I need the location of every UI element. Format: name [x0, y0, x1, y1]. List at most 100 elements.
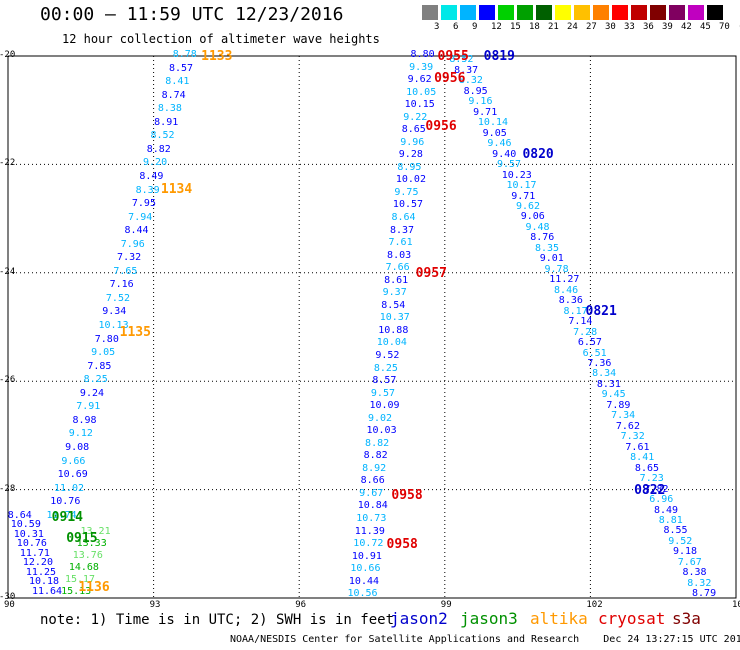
- wave-height-value: 7.28: [573, 326, 598, 338]
- wave-height-value: 10.69: [57, 469, 88, 481]
- scale-swatch: [612, 5, 628, 20]
- wave-height-value: 8.92: [362, 462, 387, 474]
- track-time-label: 0956: [425, 119, 457, 135]
- lat-tick-label: -20: [0, 50, 16, 60]
- wave-height-value: 8.80: [410, 49, 435, 60]
- track-time-label: 0819: [483, 49, 515, 64]
- track-time-label: 0914: [51, 509, 83, 525]
- wave-height-value: 9.40: [492, 148, 517, 160]
- lon-tick-label: 105: [732, 600, 740, 610]
- scale-label: 18: [529, 22, 540, 32]
- satellite-legend-item: altika: [530, 609, 588, 628]
- wave-height-value: 9.57: [370, 387, 395, 399]
- wave-height-value: 8.91: [154, 116, 179, 128]
- wave-height-value: 8.38: [682, 567, 707, 579]
- wave-height-value: 8.82: [365, 437, 390, 449]
- wave-height-value: 8.31: [596, 378, 621, 390]
- wave-height-value: 7.52: [105, 292, 130, 304]
- wave-height-value: 7.66: [385, 262, 410, 274]
- credit-line: NOAA/NESDIS Center for Satellite Applica…: [230, 634, 740, 645]
- wave-height-value: 9.52: [668, 535, 693, 547]
- wave-height-value: 8.52: [150, 130, 175, 142]
- wave-height-value: 8.57: [169, 62, 194, 74]
- wave-height-value: 8.35: [535, 242, 560, 254]
- wave-height-value: 9.22: [403, 111, 428, 123]
- wave-height-value: 8.74: [161, 89, 186, 101]
- wave-height-value: 10.44: [348, 575, 380, 587]
- scale-label: 42: [681, 22, 692, 32]
- lon-tick-label: 90: [4, 600, 15, 610]
- wave-height-value: 9.45: [601, 389, 626, 401]
- wave-height-value: 10.91: [351, 550, 382, 562]
- scale-label: 6: [453, 22, 459, 32]
- wave-height-value: 9.96: [400, 136, 425, 148]
- wave-height-value: 9.66: [61, 455, 86, 467]
- track-time-label: 0956: [434, 70, 466, 86]
- wave-height-value: 8.49: [139, 170, 164, 182]
- scale-swatch: [574, 5, 590, 20]
- wave-height-value: 9.06: [520, 211, 545, 223]
- wave-height-value: 9.71: [511, 190, 536, 202]
- scale-swatch: [498, 5, 514, 20]
- wave-height-value: 7.16: [109, 279, 134, 291]
- scale-label: 15: [510, 22, 521, 32]
- wave-height-value: 10.66: [350, 563, 381, 575]
- satellite-legend-item: cryosat: [598, 609, 666, 628]
- wave-height-value: 7.67: [677, 556, 702, 568]
- wave-height-value: 8.98: [72, 414, 97, 426]
- wave-height-value: 7.91: [76, 401, 101, 413]
- scale-swatch: [593, 5, 609, 20]
- track-time-label: 0822: [634, 482, 666, 498]
- lat-tick-label: -22: [0, 158, 16, 169]
- wave-height-value: 9.16: [468, 96, 493, 108]
- wave-height-value: 9.46: [487, 138, 512, 150]
- scale-swatch: [555, 5, 571, 20]
- wave-height-value: 7.14: [568, 316, 593, 328]
- wave-height-value: 8.41: [630, 452, 655, 464]
- track-time-label: 0820: [522, 146, 554, 162]
- scale-label: 70: [719, 22, 730, 32]
- scale-label: 39: [662, 22, 673, 32]
- scale-swatch: [650, 5, 666, 20]
- wave-height-value: 9.18: [672, 546, 698, 558]
- wave-height-value: 9.62: [515, 200, 541, 212]
- scale-label: 30: [605, 22, 616, 32]
- wave-height-value: 10.76: [50, 496, 81, 508]
- wave-height-value: 9.24: [79, 387, 105, 399]
- scale-swatch: [669, 5, 685, 20]
- wave-height-value: 8.78: [172, 49, 197, 60]
- wave-height-value: 12.20: [22, 557, 53, 569]
- wave-height-value: 8.57: [372, 375, 397, 387]
- wave-height-value: 10.02: [395, 174, 426, 186]
- wave-height-value: 11.02: [53, 482, 85, 494]
- wave-height-value: 7.34: [611, 410, 636, 422]
- wave-height-value: 10.37: [379, 312, 410, 324]
- wave-height-value: 6.96: [649, 494, 674, 506]
- wave-height-value: 7.61: [388, 237, 413, 249]
- map-grid: [7, 55, 737, 599]
- scale-swatch: [688, 5, 704, 20]
- wave-height-value: 7.80: [94, 333, 119, 345]
- track-time-label: 0958: [386, 536, 418, 552]
- scale-swatch: [707, 5, 723, 20]
- wave-height-value: 9.37: [382, 287, 407, 299]
- wave-height-value: 8.82: [363, 450, 388, 462]
- wave-height-value: 8.25: [373, 362, 398, 374]
- wave-height-value: 9.71: [473, 106, 498, 118]
- wave-height-value: 9.75: [394, 186, 419, 198]
- wave-height-value: 15.13: [61, 585, 92, 597]
- wave-height-value: 10.17: [506, 180, 537, 192]
- wave-height-value: 11.71: [19, 547, 50, 559]
- wave-height-value: 8.46: [554, 284, 579, 296]
- lon-tick-label: 99: [440, 600, 452, 610]
- track-time-label: 0915: [66, 531, 98, 547]
- wave-height-value: 8.32: [458, 75, 483, 87]
- wave-height-value: 6.57: [577, 337, 602, 349]
- wave-height-value: 8.64: [7, 509, 32, 521]
- scale-label: 12: [491, 22, 502, 32]
- wave-height-value: 7.89: [606, 399, 631, 411]
- wave-height-value: 10.31: [13, 528, 44, 540]
- wave-height-value: 10.18: [28, 576, 60, 588]
- wave-height-value: 9.20: [143, 157, 168, 169]
- wave-height-value: 8.65: [401, 124, 426, 136]
